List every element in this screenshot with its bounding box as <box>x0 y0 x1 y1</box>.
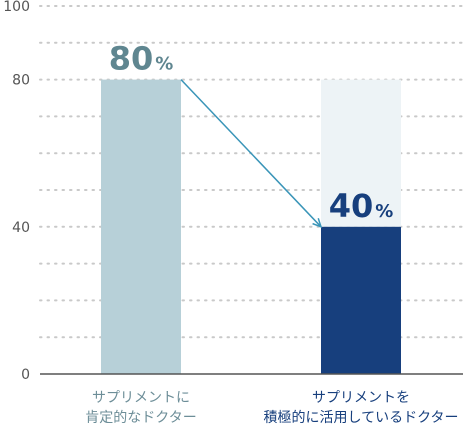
category-label-line: 積極的に活用しているドクター <box>263 410 458 426</box>
category-label-1: サプリメントに肯定的なドクター <box>85 390 196 426</box>
value-label-unit: % <box>375 201 393 222</box>
trend-arrow-line <box>180 79 322 228</box>
bar-1 <box>101 79 181 374</box>
category-label-line: 肯定的なドクター <box>85 410 196 426</box>
category-labels: サプリメントに肯定的なドクター サプリメントを積極的に活用しているドクター <box>85 390 458 426</box>
value-labels: 80 %40% <box>109 40 394 225</box>
y-tick-labels: 0 40 80 100 <box>3 0 30 383</box>
category-label-line: サプリメントを <box>312 390 410 406</box>
value-label-2: 40% <box>329 187 394 225</box>
value-label-number: 80 <box>109 40 154 78</box>
category-label-2: サプリメントを積極的に活用しているドクター <box>263 390 458 426</box>
y-tick-label: 100 <box>3 0 30 15</box>
y-tick-label: 0 <box>21 367 30 383</box>
value-label-1: 80% <box>109 40 174 78</box>
value-label-unit: % <box>155 54 173 75</box>
trend-arrow-head <box>312 218 323 229</box>
y-tick-label: 40 <box>12 220 30 236</box>
bar-2 <box>321 226 401 374</box>
trend-arrow-layer <box>180 79 323 229</box>
bars <box>101 79 401 374</box>
y-tick-label: 80 <box>12 73 30 89</box>
value-label-number: 40 <box>329 187 374 225</box>
bar-background-band <box>321 79 401 227</box>
category-label-line: サプリメントに <box>92 390 190 406</box>
